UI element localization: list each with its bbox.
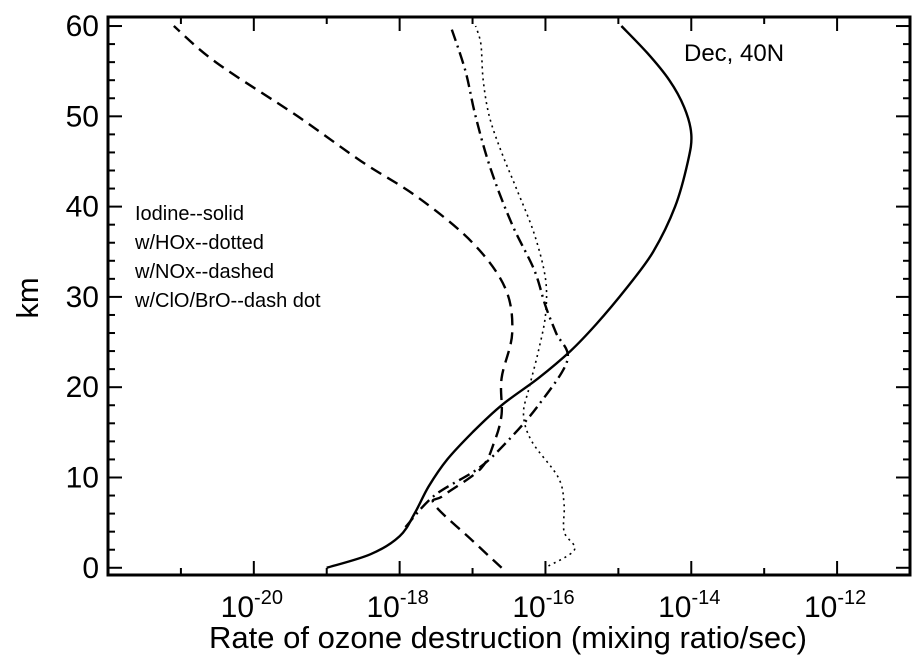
legend-item-hox: w/HOx--dotted [134, 232, 264, 254]
x-axis-title: Rate of ozone destruction (mixing ratio/… [209, 620, 807, 655]
x-tick-label: 10-18 [366, 587, 428, 624]
region-annotation: Dec, 40N [684, 40, 784, 67]
y-tick-label: 10 [66, 461, 99, 494]
x-tick-label: 10-16 [512, 587, 574, 624]
y-tick-labels: 0 10 20 30 40 50 60 [66, 10, 99, 585]
y-tick-label: 0 [82, 552, 99, 585]
legend: Iodine--solid w/HOx--dotted w/NOx--dashe… [134, 203, 321, 312]
x-tick-label: 10-12 [804, 587, 866, 624]
y-axis-title: km [10, 277, 45, 318]
x-tick-marks [107, 17, 911, 575]
series-lines [173, 25, 693, 569]
series-line-solid [326, 25, 693, 569]
series-line-dash-dot [404, 25, 570, 528]
y-tick-label: 30 [66, 281, 99, 314]
y-tick-label: 40 [66, 191, 99, 224]
x-tick-label: 10-14 [658, 587, 720, 624]
legend-item-nox: w/NOx--dashed [134, 261, 274, 283]
y-tick-label: 60 [66, 10, 99, 43]
legend-item-iodine: Iodine--solid [135, 203, 244, 225]
y-tick-marks [108, 25, 910, 569]
y-tick-label: 20 [66, 371, 99, 404]
series-line-dashed [173, 25, 514, 569]
x-tick-labels: 10-20 10-18 10-16 10-14 10-12 [221, 587, 867, 624]
legend-item-clo-bro: w/ClO/BrO--dash dot [134, 290, 321, 312]
x-tick-label: 10-20 [221, 587, 283, 624]
series-line-dotted [474, 25, 576, 567]
y-tick-label: 50 [66, 100, 99, 133]
